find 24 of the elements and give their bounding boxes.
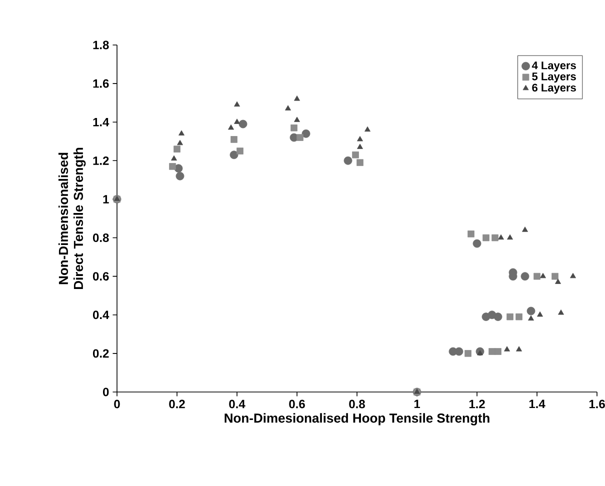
x-tick-label: 1.4 <box>529 400 546 408</box>
y-tick-label: 0 <box>103 388 109 396</box>
x-axis-title: Non-Dimesionalised Hoop Tensile Strength <box>224 413 490 426</box>
x-tick-label: 0.2 <box>169 400 185 408</box>
y-tick-label: 0.6 <box>92 272 109 281</box>
y-tick-label: 1 <box>103 195 109 204</box>
y-axis-title: Non-Dimensionalised Direct Tensile Strength <box>58 148 86 290</box>
legend-label: 5 Layers <box>532 72 576 83</box>
y-tick-label: 1.4 <box>93 118 110 126</box>
x-tick-label: 0.6 <box>289 400 305 408</box>
legend-label: 6 Layers <box>532 84 576 94</box>
x-tick-label: 0.8 <box>349 400 365 408</box>
y-tick-label: 1.8 <box>93 40 109 50</box>
x-tick-label: 0.4 <box>229 400 246 408</box>
x-tick-label: 1.2 <box>469 400 485 408</box>
x-tick-label: 1 <box>414 400 420 408</box>
y-tick-label: 0.2 <box>92 349 109 358</box>
x-tick-label: 1.6 <box>589 400 605 408</box>
x-tick-label: 0 <box>114 400 120 408</box>
y-tick-label: 0.8 <box>92 234 109 242</box>
legend-label: 4 Layers <box>532 62 576 72</box>
y-tick-label: 0.4 <box>92 310 110 320</box>
y-tick-label: 1.2 <box>93 156 109 165</box>
y-tick-label: 1.6 <box>93 79 109 88</box>
